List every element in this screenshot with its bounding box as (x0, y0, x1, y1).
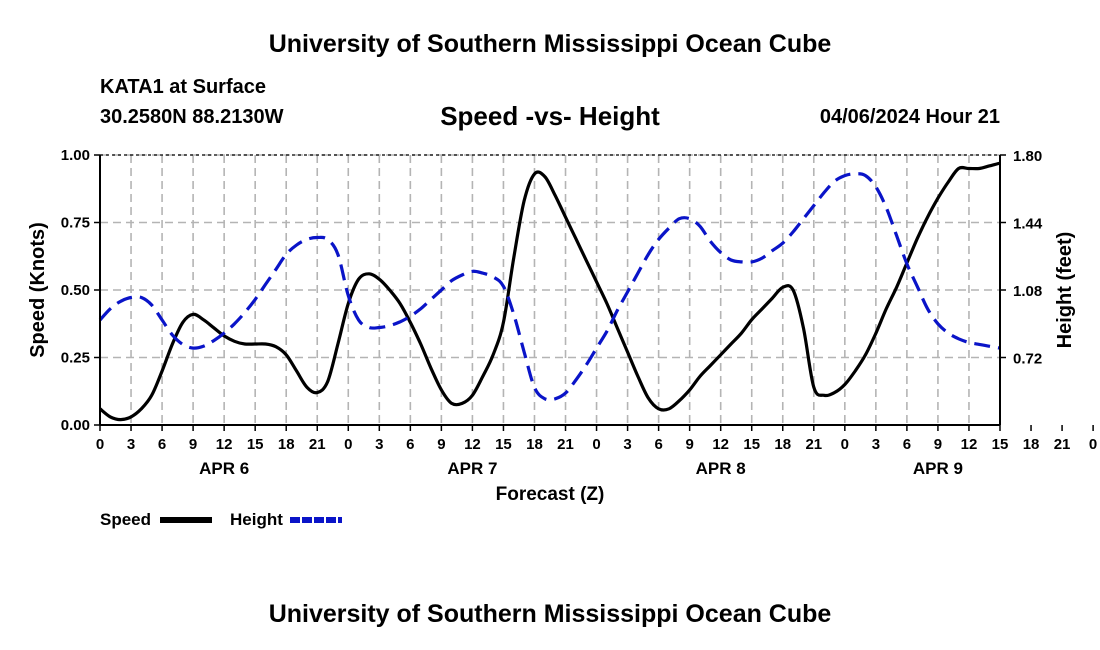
y-tick-label-right: 1.44 (1013, 216, 1043, 233)
x-tick-label: 6 (903, 436, 911, 453)
series-layer (98, 161, 1001, 422)
series-line-height (98, 172, 1001, 402)
y-tick-label-right: 1.08 (1013, 283, 1042, 300)
x-tick-label: 6 (158, 436, 166, 453)
y-tick-label-left: 0.50 (61, 282, 90, 299)
x-tick-label: 9 (685, 436, 693, 453)
y-tick-label-left: 0.25 (61, 350, 90, 367)
x-tick-label: 12 (216, 436, 233, 453)
station-label: KATA1 at Surface (100, 76, 266, 98)
x-tick-label: 6 (406, 436, 414, 453)
x-tick-label: 21 (309, 436, 326, 453)
x-tick-label: 15 (495, 436, 512, 453)
y-tick-label-left: 0.75 (61, 215, 90, 232)
x-tick-label: 18 (526, 436, 543, 453)
y-axis-label-right: Height (feet) (1054, 232, 1076, 349)
x-tick-label: 3 (127, 436, 135, 453)
x-tick-label: 0 (344, 436, 352, 453)
y-tick-label-right: 0.72 (1013, 351, 1042, 368)
chart-title: Speed -vs- Height (440, 101, 660, 131)
x-tick-label: 15 (743, 436, 760, 453)
x-tick-label: 0 (96, 436, 104, 453)
y-tick-label-left: 1.00 (61, 147, 90, 164)
axis-layer (94, 154, 1094, 431)
x-tick-label: 21 (557, 436, 574, 453)
x-tick-label: 0 (592, 436, 600, 453)
date-label: APR 8 (696, 459, 746, 478)
x-tick-label: 15 (992, 436, 1009, 453)
x-tick-label: 15 (247, 436, 264, 453)
x-tick-label: 21 (805, 436, 822, 453)
y-axis-label-left: Speed (Knots) (27, 222, 49, 358)
station-coordinates: 30.2580N 88.2130W (100, 106, 284, 128)
x-tick-label: 0 (841, 436, 849, 453)
x-tick-label: 12 (961, 436, 978, 453)
x-tick-label: 9 (437, 436, 445, 453)
main-title: University of Southern Mississippi Ocean… (268, 30, 832, 58)
legend-label-speed: Speed (100, 510, 151, 529)
x-tick-label: 18 (774, 436, 791, 453)
y-tick-label-left: 0.00 (61, 417, 90, 434)
x-tick-label: 3 (623, 436, 631, 453)
footer-title: University of Southern Mississippi Ocean… (268, 600, 832, 628)
grid-layer (100, 154, 1000, 425)
x-tick-label: 21 (1054, 436, 1071, 453)
x-tick-label: 3 (375, 436, 383, 453)
series-line-speed (98, 161, 1001, 422)
x-tick-label: 9 (934, 436, 942, 453)
x-tick-label: 0 (1089, 436, 1097, 453)
y-tick-label-right: 1.80 (1013, 148, 1042, 165)
label-layer: 0 3 6 9 12 15 18 21 0 3 6 9 12 15 18 21 0 3 6 9 12 15 18 21 0 3 6 9… (27, 147, 1097, 529)
date-label: APR 7 (447, 459, 497, 478)
date-label: APR 6 (199, 459, 249, 478)
x-tick-label: 18 (1023, 436, 1040, 453)
x-tick-label: 3 (872, 436, 880, 453)
date-label: APR 9 (913, 459, 963, 478)
x-tick-label: 18 (278, 436, 295, 453)
x-tick-label: 12 (464, 436, 481, 453)
x-tick-label: 6 (654, 436, 662, 453)
x-tick-label: 12 (712, 436, 729, 453)
x-axis-label: Forecast (Z) (496, 484, 605, 505)
legend-label-height: Height (230, 510, 283, 529)
forecast-datetime: 04/06/2024 Hour 21 (819, 106, 1000, 128)
x-tick-label: 9 (189, 436, 197, 453)
